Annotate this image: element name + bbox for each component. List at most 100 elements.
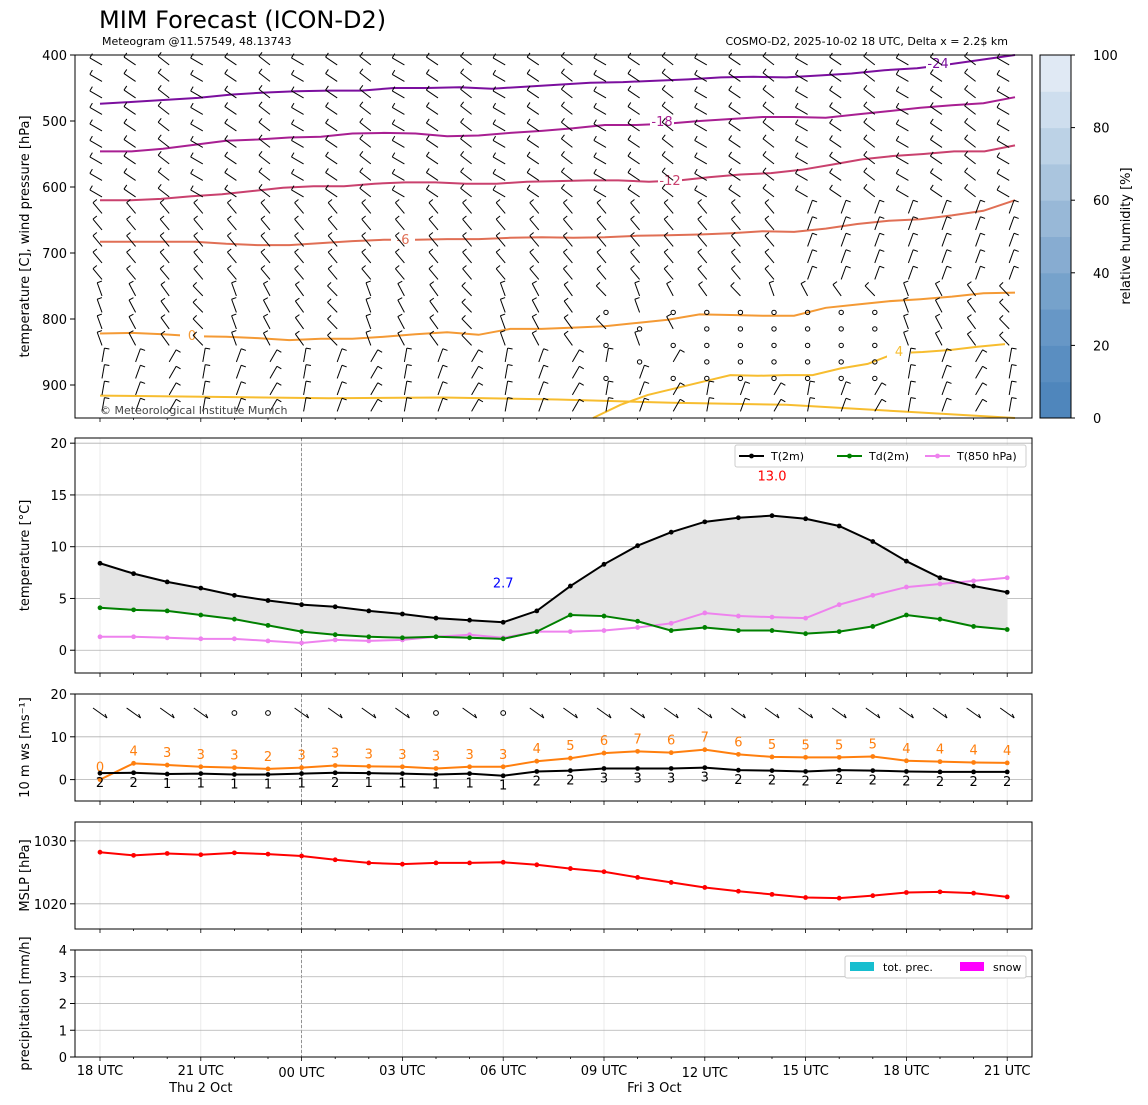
wind-barb [996, 123, 1010, 132]
wind-barb [190, 189, 204, 198]
wind-barb [941, 266, 948, 280]
wind-barb [462, 218, 472, 231]
wind-barb [429, 333, 439, 346]
wind-barb [964, 171, 976, 181]
wind-barb-flag [709, 713, 713, 719]
wind-barb [595, 318, 607, 330]
wind-barb-flag [780, 382, 786, 386]
wind-barb [462, 268, 472, 280]
wind-barb-flag [123, 151, 128, 157]
wind-barb-flag [845, 199, 851, 203]
wind-barb-flag [895, 119, 900, 125]
wind-barb [762, 105, 775, 115]
x-tick-label: 09 UTC [581, 1064, 627, 1079]
wind-barb [798, 707, 813, 719]
y-tick-label: 800 [42, 313, 67, 328]
wind-barb [492, 57, 506, 66]
wind-barb-flag [910, 364, 916, 366]
calm-circle [771, 375, 777, 382]
wind-barb-flag [377, 398, 383, 403]
calm-circle [704, 326, 710, 332]
wind-barb [672, 349, 681, 363]
wind-barb [426, 56, 439, 66]
wind-barb-flag [291, 119, 295, 125]
data-point [366, 634, 372, 640]
data-label: 5 [801, 738, 809, 753]
wind-barb [907, 266, 914, 280]
wind-barb-flag [627, 168, 632, 173]
wind-barb [429, 284, 439, 297]
wind-barb-flag [425, 118, 430, 124]
isotherm--24 [99, 54, 1016, 105]
wind-barb [294, 333, 305, 346]
data-label: 1 [432, 777, 440, 792]
data-point [332, 770, 338, 776]
wind-barb-flag [263, 313, 269, 317]
calm-circle [603, 309, 609, 316]
wind-barb [930, 89, 943, 99]
wind-barb-flag [425, 69, 430, 74]
data-point [635, 625, 640, 630]
data-point [97, 777, 103, 782]
wind-barb [728, 73, 741, 82]
wind-layer: 04 3 3 3 2 3 3 3 3 3 3 3 4 5 6 7 6 7 6 5 5 5 5 4 4 4 42 2 1 1 1 1 1 2 1 1 1 1… [74, 693, 1033, 802]
wind-barb [762, 187, 775, 198]
wind-barb [159, 251, 170, 264]
data-point [299, 640, 304, 646]
wind-barb-flag [128, 297, 134, 301]
wind-barb [605, 381, 609, 395]
wind-barb [996, 156, 1010, 165]
wind-barb-flag [406, 713, 410, 719]
wind-barb [593, 106, 607, 115]
wind-barb-flag [460, 85, 465, 90]
wind-barb [123, 172, 136, 181]
wind-barb-flag [231, 313, 237, 317]
wind-barb-flag [157, 85, 162, 90]
data-point [769, 614, 775, 620]
wind-barb [795, 106, 808, 115]
wind-barb-flag [295, 314, 300, 318]
wind-barb [863, 187, 876, 198]
wind-barb [392, 172, 405, 181]
wind-barb [975, 366, 984, 379]
colorbar-frame [1039, 54, 1072, 419]
wind-barb-flag [92, 215, 98, 220]
wind-barb-flag [694, 119, 698, 125]
data-label: 6 [600, 734, 608, 749]
wind-barb-flag [863, 184, 868, 189]
wind-barb-flag [492, 168, 497, 174]
wind-barb-flag [593, 69, 597, 75]
isotherm-label: 4 [895, 345, 903, 360]
wind-barb [294, 235, 304, 247]
wind-barb-flag [462, 232, 467, 237]
wind-barb-flag [231, 297, 237, 300]
wind-barb-flag [462, 248, 467, 253]
wind-barb-flag [812, 199, 818, 203]
wind-barb-flag [276, 365, 282, 370]
colorbar-tick-label: 40 [1093, 267, 1110, 282]
x-tick-label: 21 UTC [984, 1064, 1030, 1079]
wind-barb [593, 156, 607, 165]
data-point [803, 615, 808, 621]
wind-barb-flag [762, 167, 767, 173]
wind-barb [728, 139, 741, 148]
wind-barb [395, 235, 405, 247]
data-label: 4 [129, 744, 137, 759]
wind-barb-flag [460, 184, 465, 189]
wind-barb [462, 235, 472, 247]
data-label: 2 [96, 776, 104, 791]
wind-barb-flag [460, 68, 465, 74]
wind-barb-flag [895, 135, 900, 141]
wind-barb-flag [579, 365, 584, 370]
calm-circle [771, 342, 777, 349]
wind-barb-flag [460, 52, 465, 57]
calm-circle [872, 375, 878, 382]
data-point [500, 619, 506, 625]
data-point [131, 770, 137, 776]
wind-barb-flag [291, 69, 295, 75]
wind-barb-flag [935, 330, 941, 334]
wind-barb [731, 251, 741, 264]
wind-barb [359, 154, 372, 165]
wind-barb [260, 251, 271, 264]
wind-barb [227, 251, 237, 264]
